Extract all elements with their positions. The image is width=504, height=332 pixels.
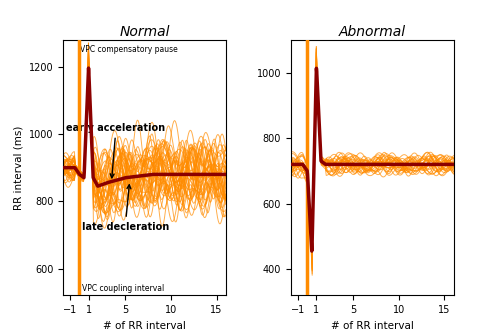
Text: VPC compensatory pause: VPC compensatory pause: [80, 44, 178, 53]
Text: VPC coupling interval: VPC coupling interval: [82, 285, 164, 293]
X-axis label: # of RR interval: # of RR interval: [103, 321, 186, 331]
Text: late decleration: late decleration: [82, 185, 169, 232]
Title: Normal: Normal: [119, 25, 170, 39]
Y-axis label: RR interval (ms): RR interval (ms): [13, 125, 23, 210]
X-axis label: # of RR interval: # of RR interval: [331, 321, 414, 331]
Text: early acceleration: early acceleration: [67, 123, 166, 178]
Title: Abnormal: Abnormal: [339, 25, 406, 39]
